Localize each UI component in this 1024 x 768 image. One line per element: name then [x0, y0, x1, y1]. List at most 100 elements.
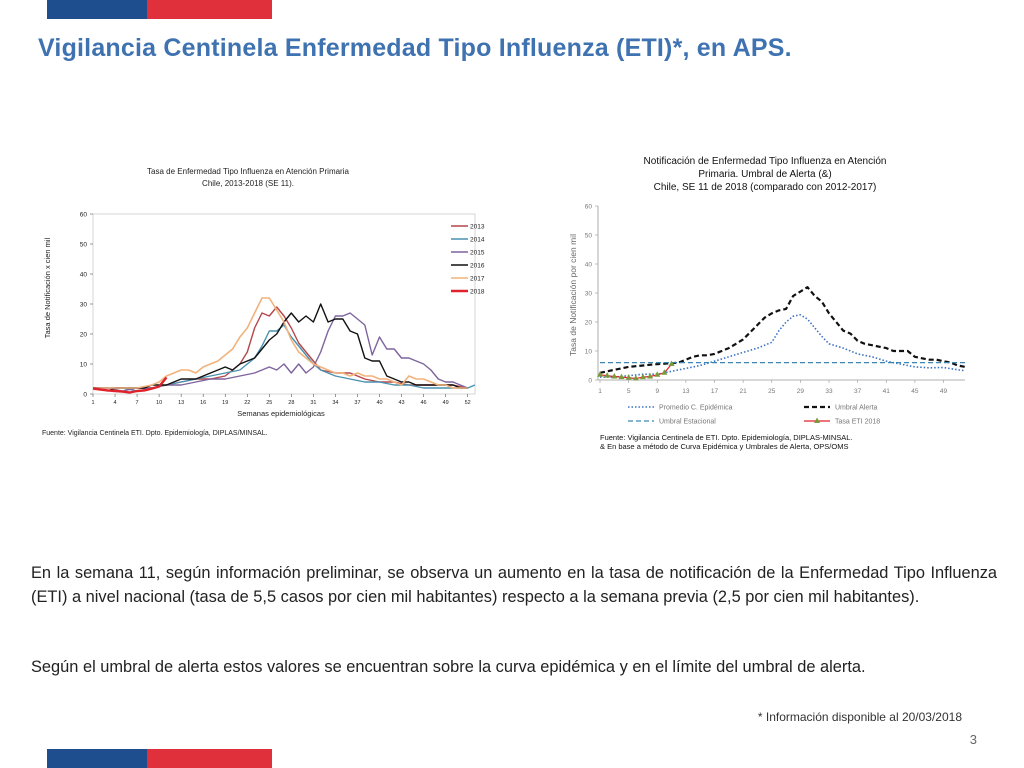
chart1-x-tick-label: 19 [222, 400, 228, 406]
chart2-x-tick-label: 17 [711, 388, 719, 395]
chart1-y-tick-label: 30 [80, 302, 88, 309]
chart1-x-tick-label: 16 [200, 400, 206, 406]
chart2-series-lines [597, 286, 966, 381]
eti-alert-threshold-chart: Notificación de Enfermedad Tipo Influenz… [568, 156, 966, 451]
chart2-title-line2: Primaria. Umbral de Alerta (&) [698, 169, 831, 180]
chart1-x-tick-label: 52 [465, 400, 471, 406]
chart1-x-tick-label: 31 [310, 400, 316, 406]
summary-paragraph-2: Según el umbral de alerta estos valores … [31, 658, 866, 676]
chart1-y-tick-label: 10 [80, 362, 88, 369]
chart1-x-tick-label: 1 [91, 400, 94, 406]
slide-title: Vigilancia Centinela Enfermedad Tipo Inf… [38, 34, 792, 62]
chart1-legend-label-2013: 2013 [470, 224, 485, 231]
chart1-x-tick-label: 4 [114, 400, 117, 406]
chart2-x-tick-label: 37 [854, 388, 862, 395]
chart2-2018-marker [632, 375, 639, 381]
chart2-2018-marker [618, 373, 625, 380]
chart2-x-tick-label: 33 [825, 388, 833, 395]
chart2-x-tick-label: 25 [768, 388, 776, 395]
chart2-2018-marker [625, 374, 632, 380]
chart2-y-tick-label: 10 [585, 349, 593, 356]
chart2-x-tick-label: 29 [797, 388, 805, 395]
chart1-x-tick-label: 7 [136, 400, 139, 406]
chart1-y-axis-label: Tasa de Notificación x cien mil [43, 237, 52, 338]
chart2-legend-label-3: Tasa ETI 2018 [835, 419, 880, 426]
chart1-series-2018 [92, 376, 168, 394]
chart1-x-tick-label: 46 [421, 400, 427, 406]
chart2-x-tick-label: 45 [911, 388, 919, 395]
chart1-x-tick-label: 34 [332, 400, 338, 406]
chart2-2018-marker [654, 371, 661, 377]
chart1-x-axis-label: Semanas epidemiológicas [237, 409, 325, 418]
chart2-y-tick-label: 0 [588, 378, 592, 385]
data-availability-footnote: * Información disponible al 20/03/2018 [757, 710, 962, 724]
chart1-y-tick-label: 20 [80, 332, 88, 339]
chart1-plot-frame [92, 213, 476, 395]
chart2-y-tick-label: 40 [585, 262, 593, 269]
chart1-legend: 2013 2014 2015 2016 2017 2018 [451, 224, 485, 296]
chart2-2018-marker [639, 373, 646, 380]
chart1-legend-label-2014: 2014 [470, 237, 485, 244]
chart2-2018-marker [597, 371, 603, 377]
chart2-y-tick-label: 20 [585, 320, 593, 327]
chart1-series-2016 [93, 303, 468, 392]
chart1-x-tick-label: 40 [376, 400, 382, 406]
brand-bar-red-bottom [147, 749, 272, 768]
chart1-legend-label-2016: 2016 [470, 263, 485, 270]
chart1-axes: 0 10 20 30 40 50 60 1 4 7 10 13 16 19 22 25 28 31 34 37 40 43… [80, 212, 476, 406]
chart2-legend: Promedio C. Epidémica Umbral Alerta Umbral… [628, 405, 880, 426]
chart1-series-2017 [93, 297, 468, 389]
chart2-source-line1: Fuente: Vigilancia Centinela de ETI. Dpt… [600, 433, 853, 442]
chart2-legend-marker [814, 417, 820, 423]
chart1-series-lines [92, 297, 476, 394]
chart1-x-tick-label: 43 [398, 400, 404, 406]
chart2-2018-marker [611, 373, 618, 379]
chart2-x-tick-label: 21 [740, 388, 748, 395]
chart1-legend-label-2015: 2015 [470, 250, 485, 257]
chart2-y-tick-label: 60 [585, 204, 593, 211]
brand-bar-red-top [147, 0, 272, 19]
chart1-title-line2: Chile, 2013-2018 (SE 11). [202, 179, 294, 188]
chart2-x-tick-label: 41 [883, 388, 891, 395]
chart1-y-tick-label: 40 [80, 272, 88, 279]
chart2-x-tick-label: 5 [627, 388, 631, 395]
chart1-x-tick-label: 37 [354, 400, 360, 406]
chart2-legend-label-0: Promedio C. Epidémica [659, 405, 733, 412]
chart1-x-tick-label: 49 [443, 400, 449, 406]
eti-rate-chart-2013-2018: Tasa de Enfermedad Tipo Influenza en Ate… [42, 167, 485, 437]
chart2-title-line1: Notificación de Enfermedad Tipo Influenz… [644, 156, 887, 167]
chart2-title-line3: Chile, SE 11 de 2018 (comparado con 2012… [654, 182, 877, 193]
chart2-x-tick-label: 1 [598, 388, 602, 395]
chart2-x-tick-label: 49 [940, 388, 948, 395]
brand-bar-blue-top [47, 0, 147, 19]
chart2-series-1 [599, 286, 966, 374]
chart1-title-line1: Tasa de Enfermedad Tipo Influenza en Ate… [147, 167, 349, 176]
chart2-y-tick-label: 50 [585, 233, 593, 240]
chart1-legend-label-2018: 2018 [470, 289, 485, 296]
chart1-source: Fuente: Vigilancia Centinela ETI. Dpto. … [42, 430, 268, 437]
chart1-y-tick-label: 50 [80, 242, 88, 249]
chart1-x-tick-label: 25 [266, 400, 272, 406]
chart2-axes: 0 10 20 30 40 50 60 1 5 9 13 17 21 25 29 33 37 41 45 49 [585, 204, 965, 395]
chart1-x-tick-label: 28 [288, 400, 294, 406]
chart1-y-tick-label: 0 [83, 392, 87, 399]
chart1-series-2015 [93, 312, 468, 392]
chart1-legend-label-2017: 2017 [470, 276, 485, 283]
chart2-2018-marker [604, 372, 611, 378]
chart2-series-0 [600, 314, 966, 378]
chart2-x-tick-label: 9 [655, 388, 659, 395]
chart1-y-tick-label: 60 [80, 212, 88, 219]
chart2-source-line2: & En base a método de Curva Epidémica y … [600, 442, 848, 451]
chart1-x-tick-label: 10 [156, 400, 162, 406]
chart2-y-tick-label: 30 [585, 291, 593, 298]
chart2-2018-marker [661, 369, 668, 375]
brand-bar-blue-bottom [47, 749, 147, 768]
chart1-series-2014 [93, 324, 476, 392]
chart2-y-axis-label: Tasa de Notificación por cien mil [568, 234, 578, 356]
chart2-x-tick-label: 13 [682, 388, 690, 395]
chart1-series-2013 [93, 306, 468, 389]
chart2-2018-marker [668, 360, 675, 367]
chart2-legend-label-1: Umbral Alerta [835, 405, 878, 412]
chart2-legend-label-2: Umbral Estacional [659, 419, 716, 426]
summary-paragraph-1: En la semana 11, según información preli… [31, 564, 997, 606]
